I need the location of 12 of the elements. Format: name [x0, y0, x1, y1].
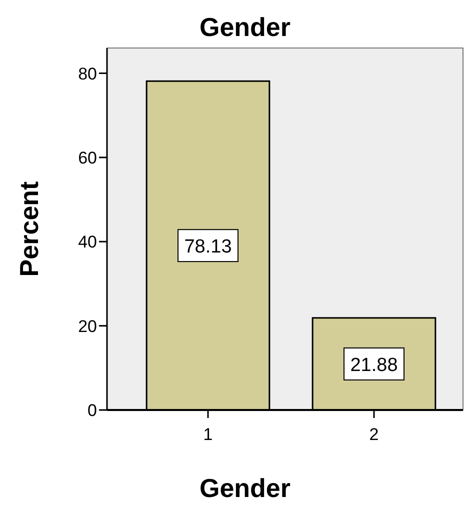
x-tick-label: 1: [203, 425, 213, 444]
y-tick-label: 20: [78, 316, 97, 336]
y-tick-label: 60: [78, 148, 97, 168]
y-axis-title: Percent: [14, 180, 44, 277]
chart-title: Gender: [199, 12, 291, 42]
x-axis-title: Gender: [199, 473, 291, 503]
y-tick-label: 80: [78, 64, 97, 84]
x-tick-label: 2: [369, 425, 379, 444]
y-tick-label: 40: [78, 232, 97, 252]
y-tick-label: 0: [88, 401, 97, 420]
data-label: 21.88: [350, 354, 398, 376]
data-label: 78.13: [184, 236, 232, 258]
